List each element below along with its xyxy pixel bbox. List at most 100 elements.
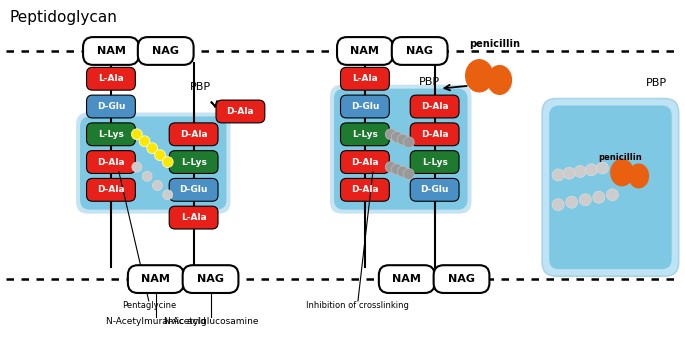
FancyBboxPatch shape: [330, 85, 471, 214]
Text: D-Ala: D-Ala: [227, 107, 254, 116]
Text: D-Glu: D-Glu: [97, 102, 125, 111]
FancyBboxPatch shape: [128, 265, 184, 293]
FancyBboxPatch shape: [340, 123, 389, 146]
FancyBboxPatch shape: [86, 178, 136, 201]
FancyBboxPatch shape: [334, 89, 467, 210]
Text: NAG: NAG: [197, 274, 224, 284]
Circle shape: [153, 181, 162, 191]
Text: D-Glu: D-Glu: [179, 185, 208, 194]
Text: Inhibition of crosslinking: Inhibition of crosslinking: [306, 301, 410, 310]
FancyBboxPatch shape: [410, 151, 459, 174]
Circle shape: [552, 169, 564, 181]
FancyBboxPatch shape: [169, 123, 218, 146]
Text: L-Ala: L-Ala: [98, 74, 124, 83]
Ellipse shape: [611, 159, 633, 186]
Circle shape: [163, 190, 173, 200]
FancyBboxPatch shape: [340, 67, 389, 90]
Circle shape: [391, 132, 402, 142]
FancyBboxPatch shape: [80, 116, 227, 210]
Ellipse shape: [466, 60, 493, 92]
Text: D-Ala: D-Ala: [97, 158, 125, 166]
Circle shape: [397, 134, 408, 145]
FancyBboxPatch shape: [86, 95, 136, 118]
Circle shape: [597, 162, 608, 174]
Ellipse shape: [629, 164, 649, 188]
Ellipse shape: [488, 66, 512, 94]
Circle shape: [586, 164, 597, 176]
Text: D-Ala: D-Ala: [421, 102, 449, 111]
Text: NAM: NAM: [393, 274, 421, 284]
FancyBboxPatch shape: [86, 67, 136, 90]
Circle shape: [132, 162, 142, 172]
FancyBboxPatch shape: [216, 100, 265, 123]
FancyBboxPatch shape: [543, 99, 679, 276]
FancyBboxPatch shape: [76, 113, 230, 214]
Circle shape: [386, 129, 397, 140]
Text: penicillin: penicillin: [599, 153, 643, 162]
Text: N-Acetylglucosamine: N-Acetylglucosamine: [163, 317, 258, 326]
Text: L-Ala: L-Ala: [352, 74, 378, 83]
FancyBboxPatch shape: [340, 178, 389, 201]
Text: NAG: NAG: [152, 46, 179, 56]
Circle shape: [155, 149, 166, 161]
Circle shape: [397, 166, 408, 177]
Circle shape: [403, 168, 414, 179]
Text: Peptidoglycan: Peptidoglycan: [10, 10, 117, 25]
Text: D-Ala: D-Ala: [179, 130, 208, 139]
Text: D-Ala: D-Ala: [97, 185, 125, 194]
FancyBboxPatch shape: [340, 151, 389, 174]
FancyBboxPatch shape: [138, 37, 194, 65]
Circle shape: [403, 137, 414, 148]
FancyBboxPatch shape: [549, 105, 672, 269]
FancyBboxPatch shape: [410, 123, 459, 146]
Text: L-Lys: L-Lys: [352, 130, 378, 139]
Text: PBP: PBP: [419, 77, 440, 87]
FancyBboxPatch shape: [183, 265, 238, 293]
Circle shape: [606, 189, 619, 201]
Circle shape: [386, 162, 397, 173]
FancyBboxPatch shape: [86, 151, 136, 174]
Circle shape: [391, 164, 402, 175]
Text: NAM: NAM: [141, 274, 170, 284]
Circle shape: [574, 165, 586, 177]
Text: D-Glu: D-Glu: [351, 102, 379, 111]
Circle shape: [132, 129, 142, 140]
Circle shape: [566, 196, 577, 208]
FancyBboxPatch shape: [169, 178, 218, 201]
Text: NAM: NAM: [97, 46, 125, 56]
Text: L-Lys: L-Lys: [422, 158, 447, 166]
FancyBboxPatch shape: [379, 265, 434, 293]
FancyBboxPatch shape: [83, 37, 139, 65]
Text: NAG: NAG: [406, 46, 433, 56]
Text: D-Ala: D-Ala: [421, 130, 449, 139]
FancyBboxPatch shape: [86, 123, 136, 146]
FancyBboxPatch shape: [169, 151, 218, 174]
FancyBboxPatch shape: [169, 206, 218, 229]
Text: N-Acetylmuramic acid: N-Acetylmuramic acid: [105, 317, 206, 326]
Circle shape: [552, 199, 564, 211]
Text: D-Glu: D-Glu: [421, 185, 449, 194]
Text: penicillin: penicillin: [469, 39, 520, 49]
FancyBboxPatch shape: [337, 37, 393, 65]
Circle shape: [563, 167, 575, 179]
Circle shape: [593, 191, 605, 203]
Circle shape: [139, 136, 150, 147]
Text: Pentaglycine: Pentaglycine: [122, 301, 176, 310]
Text: PBP: PBP: [190, 82, 211, 92]
Circle shape: [142, 171, 152, 181]
Circle shape: [580, 194, 591, 206]
Text: L-Lys: L-Lys: [181, 158, 207, 166]
Text: NAG: NAG: [448, 274, 475, 284]
FancyBboxPatch shape: [410, 95, 459, 118]
Text: PBP: PBP: [646, 78, 667, 88]
Text: D-Ala: D-Ala: [351, 185, 379, 194]
Text: D-Ala: D-Ala: [351, 158, 379, 166]
FancyBboxPatch shape: [410, 178, 459, 201]
FancyBboxPatch shape: [340, 95, 389, 118]
FancyBboxPatch shape: [392, 37, 447, 65]
Text: L-Ala: L-Ala: [181, 213, 206, 222]
Circle shape: [162, 157, 173, 167]
FancyBboxPatch shape: [434, 265, 489, 293]
Text: L-Lys: L-Lys: [98, 130, 124, 139]
Circle shape: [147, 143, 158, 154]
